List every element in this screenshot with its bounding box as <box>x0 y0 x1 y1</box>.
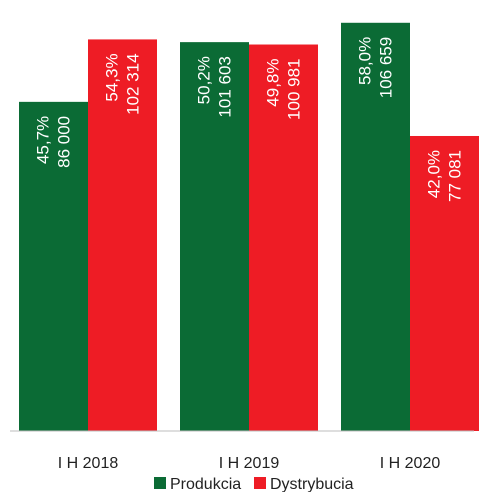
data-label-share-dystrybucia-2: 42,0% <box>425 150 444 198</box>
bars-group: 45,7% 86 000 54,3% 102 314 50,2% 101 603 49,8%… <box>19 22 479 432</box>
data-label-value-dystrybucia-2: 77 081 <box>446 150 465 202</box>
data-label-share-produkcia-1: 50,2% <box>195 56 214 104</box>
legend-swatch-dystrybucia <box>254 477 266 489</box>
legend-label-produkcia: Produkcia <box>170 476 241 492</box>
bar-produkcia-0 <box>19 101 88 431</box>
data-label-value-dystrybucia-1: 100 981 <box>285 59 304 120</box>
bar-produkcia-1 <box>180 42 249 432</box>
x-tick-label-2: I H 2020 <box>380 455 441 472</box>
data-label-share-dystrybucia-0: 54,3% <box>103 53 122 101</box>
legend: Produkcia Dystrybucia <box>154 476 354 492</box>
bar-dystrybucia-0 <box>88 39 157 432</box>
x-tick-labels: I H 2018 I H 2019 I H 2020 <box>58 455 441 472</box>
data-label-value-produkcia-0: 86 000 <box>55 116 74 168</box>
legend-label-dystrybucia: Dystrybucia <box>270 476 354 492</box>
x-tick-label-0: I H 2018 <box>58 455 119 472</box>
bar-dystrybucia-2 <box>410 135 479 431</box>
data-label-share-produkcia-2: 58,0% <box>356 37 375 85</box>
data-label-value-dystrybucia-0: 102 314 <box>124 53 143 114</box>
data-label-share-dystrybucia-1: 49,8% <box>264 59 283 107</box>
data-label-value-produkcia-2: 106 659 <box>377 37 396 98</box>
data-label-share-produkcia-0: 45,7% <box>34 116 53 164</box>
data-label-value-produkcia-1: 101 603 <box>216 56 235 117</box>
bar-dystrybucia-1 <box>249 44 318 431</box>
bar-produkcia-2 <box>341 22 410 431</box>
legend-swatch-produkcia <box>154 477 166 489</box>
x-tick-label-1: I H 2019 <box>219 455 280 472</box>
